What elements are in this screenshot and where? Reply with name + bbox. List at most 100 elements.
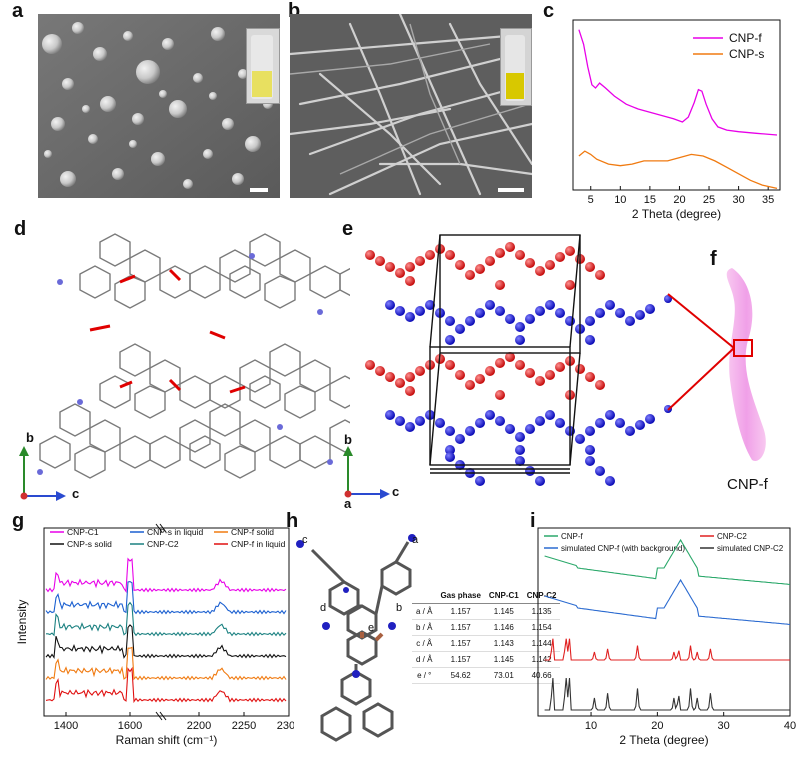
table-cell: 1.142	[522, 651, 561, 668]
fiber-shape	[726, 268, 766, 461]
axis-break	[155, 711, 163, 721]
table-cell: 54.62	[436, 667, 485, 684]
plot-frame	[537, 527, 791, 717]
table-cell: 1.145	[484, 603, 523, 620]
table-cell: 1.157	[436, 635, 485, 652]
panel-label-e: e	[342, 218, 354, 240]
series-line-simulated CNP-C2	[544, 677, 790, 712]
nitrogen-atoms-d	[37, 253, 333, 475]
hbond-markers-d	[89, 268, 246, 394]
table-row: c / Å 1.157 1.143 1.144	[412, 635, 561, 652]
x-axis-title: Raman shift (cm⁻¹)	[116, 733, 218, 747]
scale-bar-b	[498, 188, 524, 192]
plot-frame	[572, 19, 781, 191]
crystal-packing-d	[37, 233, 350, 479]
x-tick-label: 20	[673, 194, 685, 206]
axis-indicator-d	[19, 446, 66, 501]
table-cell: b / Å	[412, 619, 437, 636]
x-tick-label: 25	[703, 194, 715, 206]
series-line-CNP-C2	[46, 601, 287, 637]
chart-c: 5 10 15 20 25 30 35 2 Theta (degree) CNP-f CNP-s	[572, 19, 781, 221]
chart-i: 10 20 30 40 2 Theta (degree) CNP-f CNP-C2 simul…	[537, 527, 796, 747]
axis-label-e-c: c	[392, 484, 400, 499]
table-cell: 1.157	[436, 619, 485, 636]
table-cell: 1.154	[522, 619, 561, 636]
table-header-cell: Gas phase	[436, 588, 485, 604]
x-axis-title: 2 Theta (degree)	[632, 207, 721, 221]
panel-f-caption: CNP-f	[727, 476, 768, 493]
sem-image-a	[38, 14, 280, 198]
axis-break	[159, 523, 167, 533]
x-tick-label: 2300	[277, 720, 294, 732]
table-cell: e / °	[412, 667, 437, 684]
axis-label-d-b: b	[26, 430, 34, 445]
panel-label-c: c	[543, 0, 555, 22]
panel-label-f: f	[710, 248, 717, 270]
x-axis-title: 2 Theta (degree)	[619, 733, 708, 747]
legend-label: CNP-f solid	[231, 527, 274, 537]
x-tick-label: 10	[614, 194, 626, 206]
series-line-CNP-s	[578, 150, 778, 190]
x-tick-label: 5	[588, 194, 594, 206]
plot-frame	[43, 527, 290, 717]
legend-label: CNP-C2	[147, 539, 179, 549]
table-cell: 1.144	[522, 635, 561, 652]
table-cell: 1.157	[436, 651, 485, 668]
x-tick-label: 15	[644, 194, 656, 206]
axis-break	[159, 711, 167, 721]
molecules-d	[39, 233, 350, 479]
y-axis-title: Intensity	[15, 600, 29, 645]
x-tick-label: 40	[784, 720, 796, 732]
table-cell: a / Å	[412, 603, 437, 620]
series-line-CNP-f	[544, 538, 791, 585]
atom-label-e: e	[368, 622, 375, 634]
panel-label-h: h	[286, 510, 299, 532]
x-tick-label: 20	[651, 720, 663, 732]
table-row: d / Å 1.157 1.145 1.142	[412, 651, 561, 668]
x-tick-label: 30	[718, 720, 730, 732]
table-cell: 1.135	[522, 603, 561, 620]
sem-fibers	[290, 14, 532, 198]
panel-label-d: d	[14, 218, 27, 240]
vial-inset-b	[500, 28, 532, 106]
table-header: Gas phase CNP-C1 CNP-C2	[412, 588, 561, 604]
atom-label-a: a	[412, 534, 419, 546]
series-line-CNP-s solid	[45, 624, 287, 659]
table-cell: 1.146	[484, 619, 523, 636]
sem-image-b	[290, 14, 532, 198]
legend-label: CNP-s	[729, 47, 764, 61]
x-tick-label: 30	[732, 194, 744, 206]
x-tick-label: 10	[585, 720, 597, 732]
series-line-CNP-C1	[45, 557, 287, 594]
series-line-simulated CNP-f (with background)	[544, 578, 791, 625]
atom-label-d: d	[320, 602, 327, 614]
table-row: a / Å 1.157 1.145 1.135	[412, 603, 561, 620]
atom-label-b: b	[396, 602, 403, 614]
table-row: e / ° 54.62 73.01 40.66	[412, 667, 561, 684]
x-tick-label: 2250	[232, 720, 256, 732]
bond-table-h: Gas phase CNP-C1 CNP-C2 a / Å 1.157 1.14…	[412, 588, 561, 684]
legend-label: CNP-C1	[67, 527, 99, 537]
series-line-CNP-C2	[544, 638, 790, 661]
x-tick-label: 2200	[187, 720, 211, 732]
series-line-CNP-f in liquid	[45, 666, 287, 704]
table-row: b / Å 1.157 1.146 1.154	[412, 619, 561, 636]
crystal-packing-e	[365, 234, 672, 486]
series-line-CNP-f	[578, 29, 778, 136]
axis-indicator-e	[343, 446, 390, 499]
axis-label-e-a: a	[344, 496, 352, 511]
unit-cell-e	[429, 234, 581, 474]
sem-spheres	[38, 14, 280, 198]
axis-break	[155, 523, 163, 533]
legend-label: CNP-f in liquid	[231, 539, 286, 549]
atom-label-c: c	[302, 534, 308, 546]
vial-inset-a	[246, 28, 280, 104]
table-header-cell	[412, 588, 437, 604]
table-cell: 1.143	[484, 635, 523, 652]
legend-label: CNP-s solid	[67, 539, 112, 549]
table-cell: c / Å	[412, 635, 437, 652]
fiber-schematic-f	[667, 268, 766, 461]
table-cell: 40.66	[522, 667, 561, 684]
axis-label-e-b: b	[344, 432, 352, 447]
legend-label: CNP-f	[729, 31, 762, 45]
